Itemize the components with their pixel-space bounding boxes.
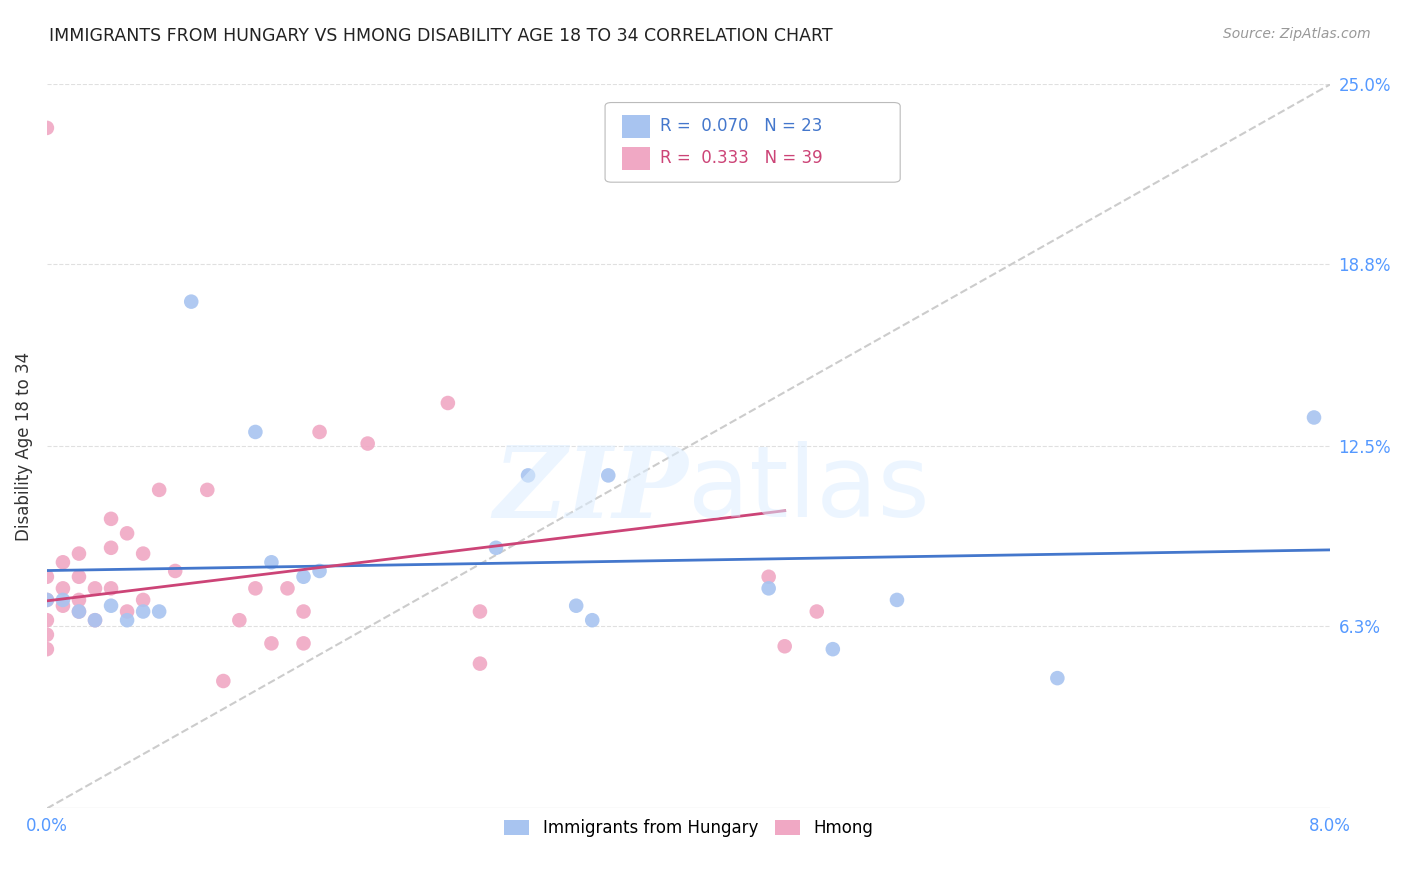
- Point: [517, 468, 540, 483]
- Point: [195, 483, 218, 497]
- Point: [67, 547, 90, 561]
- Point: [565, 599, 588, 613]
- Point: [292, 605, 315, 619]
- Point: [132, 605, 155, 619]
- Point: [228, 613, 250, 627]
- Bar: [621, 115, 650, 138]
- Point: [292, 570, 315, 584]
- Point: [598, 468, 620, 483]
- Text: IMMIGRANTS FROM HUNGARY VS HMONG DISABILITY AGE 18 TO 34 CORRELATION CHART: IMMIGRANTS FROM HUNGARY VS HMONG DISABIL…: [49, 27, 832, 45]
- FancyBboxPatch shape: [605, 103, 900, 182]
- Point: [67, 605, 90, 619]
- Point: [886, 593, 908, 607]
- Point: [1303, 410, 1326, 425]
- Point: [35, 613, 58, 627]
- Point: [84, 613, 107, 627]
- Point: [148, 483, 170, 497]
- Point: [35, 593, 58, 607]
- Text: R =  0.070   N = 23: R = 0.070 N = 23: [661, 118, 823, 136]
- Point: [67, 593, 90, 607]
- Point: [35, 120, 58, 135]
- Point: [1046, 671, 1069, 685]
- Point: [308, 425, 330, 439]
- Point: [245, 582, 267, 596]
- Point: [52, 599, 75, 613]
- Point: [212, 673, 235, 688]
- Bar: [621, 146, 650, 169]
- Legend: Immigrants from Hungary, Hmong: Immigrants from Hungary, Hmong: [498, 813, 879, 844]
- Point: [52, 593, 75, 607]
- Point: [437, 396, 460, 410]
- Point: [132, 593, 155, 607]
- Text: atlas: atlas: [689, 442, 931, 539]
- Point: [245, 425, 267, 439]
- Point: [468, 605, 491, 619]
- Point: [821, 642, 844, 657]
- Point: [773, 640, 796, 654]
- Point: [758, 582, 780, 596]
- Point: [115, 605, 138, 619]
- Point: [165, 564, 187, 578]
- Point: [308, 564, 330, 578]
- Point: [148, 605, 170, 619]
- Point: [260, 636, 283, 650]
- Text: R =  0.333   N = 39: R = 0.333 N = 39: [661, 149, 823, 168]
- Point: [276, 582, 298, 596]
- Text: Source: ZipAtlas.com: Source: ZipAtlas.com: [1223, 27, 1371, 41]
- Point: [35, 593, 58, 607]
- Point: [52, 555, 75, 569]
- Y-axis label: Disability Age 18 to 34: Disability Age 18 to 34: [15, 351, 32, 541]
- Point: [260, 555, 283, 569]
- Point: [100, 599, 122, 613]
- Point: [485, 541, 508, 555]
- Point: [806, 605, 828, 619]
- Point: [180, 294, 202, 309]
- Point: [67, 570, 90, 584]
- Point: [84, 582, 107, 596]
- Point: [84, 613, 107, 627]
- Point: [758, 570, 780, 584]
- Point: [52, 582, 75, 596]
- Point: [581, 613, 603, 627]
- Point: [357, 436, 380, 450]
- Point: [35, 628, 58, 642]
- Point: [35, 642, 58, 657]
- Point: [100, 582, 122, 596]
- Point: [115, 526, 138, 541]
- Point: [100, 541, 122, 555]
- Point: [100, 512, 122, 526]
- Point: [468, 657, 491, 671]
- Text: ZIP: ZIP: [494, 442, 689, 538]
- Point: [115, 613, 138, 627]
- Point: [35, 570, 58, 584]
- Point: [67, 605, 90, 619]
- Point: [132, 547, 155, 561]
- Point: [292, 636, 315, 650]
